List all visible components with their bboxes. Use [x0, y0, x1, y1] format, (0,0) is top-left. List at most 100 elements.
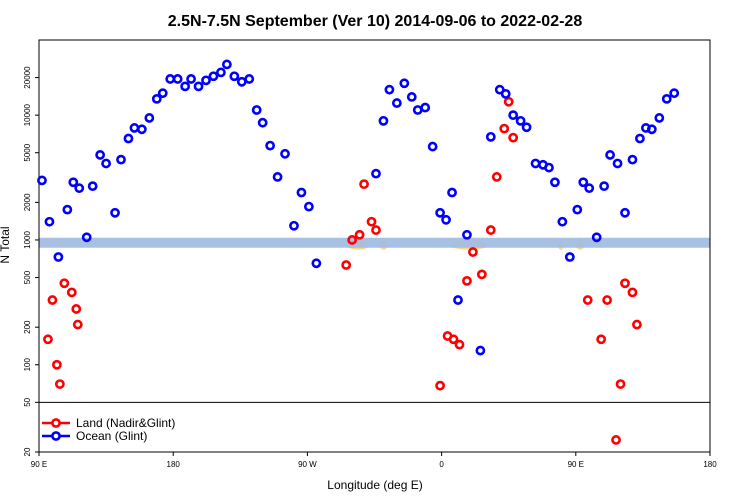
ocean-point-18 [165, 74, 176, 84]
ocean-point-12 [123, 133, 134, 144]
land-point-12 [366, 216, 377, 227]
ocean-point-79 [661, 93, 672, 104]
y-tick-label-3: 200 [23, 320, 32, 334]
ocean-point-24 [208, 71, 219, 82]
chart-title: 2.5N-7.5N September (Ver 10) 2014-09-06 … [168, 13, 583, 30]
land-point-31 [620, 278, 630, 289]
ocean-point-17 [157, 88, 168, 99]
x-tick-label-0: 90 E [31, 460, 47, 469]
x-tick-label-5: 180 [703, 460, 717, 469]
ocean-point-15 [144, 113, 155, 123]
ocean-point-21 [186, 74, 196, 84]
land-point-22 [491, 172, 502, 182]
ocean-point-33 [272, 172, 283, 182]
ocean-point-25 [216, 67, 226, 78]
land-point-11 [359, 179, 369, 190]
ocean-point-40 [378, 115, 389, 126]
ocean-point-0 [37, 175, 47, 186]
legend-marker-1 [51, 431, 61, 441]
ocean-point-32 [265, 140, 276, 151]
series-ocean [37, 59, 680, 356]
ocean-point-41 [384, 84, 395, 95]
land-point-27 [596, 334, 607, 345]
ocean-point-43 [399, 78, 410, 89]
ocean-point-60 [530, 158, 541, 169]
land-point-8 [341, 260, 352, 270]
ocean-point-51 [453, 295, 463, 305]
ocean-point-69 [591, 232, 602, 243]
ocean-point-13 [129, 123, 140, 133]
legend-label-1: Ocean (Glint) [76, 429, 147, 443]
ocean-point-48 [435, 207, 446, 218]
ocean-point-6 [81, 232, 92, 243]
land-point-19 [468, 247, 478, 257]
land-point-30 [615, 379, 626, 389]
ocean-point-5 [74, 183, 85, 194]
ocean-point-47 [427, 141, 438, 152]
land-point-4 [59, 278, 70, 289]
land-point-10 [354, 229, 365, 240]
ocean-point-78 [654, 113, 665, 123]
ocean-point-56 [500, 88, 511, 99]
plot-area: 20 50 100 200 500 1000 2000 5000 10000 20000 90 E 1… [23, 39, 717, 469]
ocean-point-50 [447, 187, 457, 198]
land-point-16 [448, 334, 459, 345]
ocean-point-23 [201, 75, 211, 86]
y-tick-label-4: 500 [23, 270, 32, 284]
ocean-point-54 [485, 131, 496, 142]
ocean-point-34 [280, 148, 290, 159]
ocean-point-63 [550, 177, 560, 188]
series-land [43, 96, 642, 445]
ocean-point-49 [441, 214, 451, 225]
ocean-point-71 [605, 150, 615, 160]
ocean-point-75 [635, 133, 645, 144]
y-tick-label-0: 20 [23, 447, 32, 456]
threshold-band [39, 237, 710, 248]
ocean-point-70 [599, 181, 610, 192]
ocean-point-46 [420, 102, 431, 113]
ocean-point-20 [180, 81, 191, 92]
ocean-point-74 [627, 154, 638, 165]
y-tick-label-8: 10000 [23, 103, 32, 126]
plot-frame [38, 39, 711, 453]
ocean-point-28 [236, 76, 247, 87]
y-tick-label-7: 5000 [23, 143, 32, 161]
ocean-point-45 [412, 105, 423, 115]
ocean-point-68 [584, 183, 595, 194]
ocean-point-19 [172, 74, 183, 84]
land-point-5 [66, 287, 77, 298]
land-point-1 [47, 295, 58, 305]
ocean-point-62 [544, 162, 554, 173]
ocean-point-9 [101, 158, 111, 169]
ocean-point-8 [95, 150, 106, 160]
land-point-2 [51, 359, 62, 370]
land-point-21 [485, 225, 496, 235]
ocean-point-59 [521, 122, 532, 133]
legend-label-0: Land (Nadir&Glint) [76, 416, 175, 430]
ocean-point-11 [116, 154, 126, 165]
y-tick-label-1: 50 [23, 397, 32, 406]
y-tick-label-9: 20000 [23, 66, 32, 89]
land-point-7 [71, 304, 82, 314]
ocean-point-65 [564, 252, 575, 262]
ocean-point-14 [136, 124, 147, 135]
y-axis-label: N Total [0, 226, 12, 263]
y-tick-label-6: 2000 [23, 193, 32, 211]
ocean-point-16 [151, 93, 162, 104]
land-point-29 [611, 435, 621, 445]
land-point-18 [462, 275, 472, 286]
land-point-0 [43, 334, 53, 345]
ocean-point-27 [229, 71, 240, 82]
ocean-point-3 [62, 204, 73, 215]
x-tick-label-3: 0 [439, 460, 444, 469]
ocean-point-26 [221, 59, 232, 70]
land-point-17 [454, 339, 465, 350]
ocean-point-64 [557, 216, 568, 227]
ocean-point-22 [193, 81, 204, 92]
land-point-25 [508, 132, 519, 143]
ocean-point-73 [620, 207, 630, 218]
y-tick-label-2: 100 [23, 358, 32, 372]
ocean-point-2 [53, 252, 64, 262]
ocean-point-37 [303, 201, 314, 212]
